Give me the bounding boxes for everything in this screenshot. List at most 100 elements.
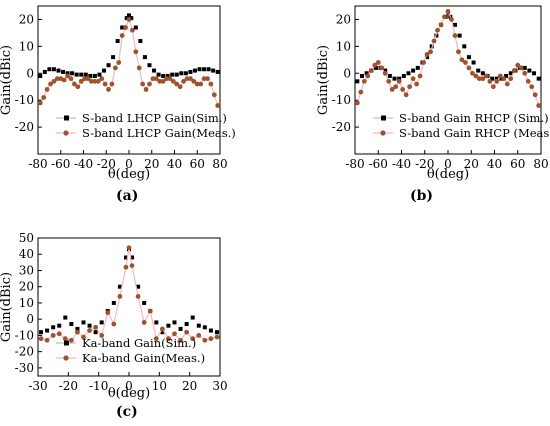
data-point-sim bbox=[115, 38, 120, 43]
data-point-meas bbox=[75, 84, 81, 90]
legend-entry: S-band LHCP Gain(Meas.) bbox=[82, 126, 236, 140]
chart-a: -80 -60 -40 -20 0 20 40 60 80-20-1001020θ(deg)Ga… bbox=[0, 5, 236, 182]
data-point-sim bbox=[123, 255, 128, 260]
data-point-meas bbox=[85, 76, 91, 82]
data-point-sim bbox=[178, 326, 183, 331]
data-point-sim bbox=[81, 320, 86, 325]
y-tick-label: 10 bbox=[19, 39, 34, 53]
data-point-meas bbox=[72, 81, 77, 87]
data-point-meas bbox=[403, 92, 409, 98]
data-point-sim bbox=[106, 63, 111, 68]
x-tick-label: 0 bbox=[444, 157, 452, 171]
data-point-meas bbox=[536, 103, 541, 108]
y-tick-label: 0 bbox=[343, 66, 351, 80]
data-point-meas bbox=[386, 78, 392, 84]
data-point-sim bbox=[165, 73, 170, 78]
data-point-meas bbox=[201, 76, 207, 82]
x-tick-label: 20 bbox=[182, 379, 197, 393]
legend-marker-circle bbox=[380, 130, 386, 136]
data-point-meas bbox=[68, 337, 74, 343]
data-point-meas bbox=[109, 81, 115, 87]
y-tick-label: -20 bbox=[15, 120, 34, 134]
data-point-sim bbox=[397, 76, 402, 81]
data-point-sim bbox=[147, 63, 152, 68]
data-point-sim bbox=[57, 323, 62, 328]
data-point-sim bbox=[214, 330, 219, 335]
data-point-sim bbox=[51, 325, 56, 330]
series-group bbox=[38, 13, 220, 108]
data-point-sim bbox=[160, 330, 165, 335]
data-point-sim bbox=[136, 284, 141, 289]
data-point-meas bbox=[522, 70, 528, 76]
data-point-sim bbox=[38, 73, 43, 78]
y-tick-label: -30 bbox=[15, 361, 34, 375]
x-tick-label: -20 bbox=[97, 157, 116, 171]
data-point-meas bbox=[48, 81, 53, 87]
data-point-sim bbox=[411, 68, 416, 73]
data-point-sim bbox=[97, 72, 102, 77]
data-point-meas bbox=[92, 78, 98, 84]
series-group bbox=[355, 8, 541, 108]
data-point-meas bbox=[208, 81, 214, 87]
data-point-sim bbox=[504, 73, 509, 78]
data-point-meas bbox=[136, 65, 142, 71]
data-point-meas bbox=[102, 81, 108, 87]
y-tick-label: 0 bbox=[26, 66, 34, 80]
x-tick-label: 30 bbox=[212, 379, 227, 393]
data-point-meas bbox=[38, 100, 43, 106]
data-point-sim bbox=[93, 330, 98, 335]
legend-entry: S-band Gain RHCP (Meas.) bbox=[399, 126, 550, 140]
data-point-meas bbox=[143, 87, 149, 92]
data-point-sim bbox=[111, 55, 116, 60]
data-point-sim bbox=[359, 73, 364, 78]
data-point-sim bbox=[476, 68, 481, 73]
data-point-meas bbox=[358, 89, 364, 95]
data-point-meas bbox=[470, 70, 475, 76]
data-point-meas bbox=[99, 76, 105, 82]
data-point-meas bbox=[174, 81, 180, 87]
legend-entry: S-band Gain RHCP (Sim.) bbox=[399, 111, 549, 125]
data-point-sim bbox=[61, 69, 66, 74]
y-axis-label: Gain(dBic) bbox=[316, 45, 331, 115]
data-point-sim bbox=[130, 255, 135, 260]
data-point-sim bbox=[188, 69, 193, 74]
data-point-meas bbox=[178, 337, 183, 343]
data-point-sim bbox=[392, 76, 397, 81]
data-point-meas bbox=[68, 76, 74, 82]
x-tick-label: -40 bbox=[392, 157, 411, 171]
x-tick-label: -30 bbox=[28, 379, 47, 393]
x-axis-label: θ(deg) bbox=[108, 167, 150, 182]
data-point-meas bbox=[99, 333, 105, 338]
x-tick-label: 0 bbox=[125, 379, 133, 393]
data-point-meas bbox=[159, 326, 165, 332]
data-point-sim bbox=[99, 320, 104, 325]
series-line-meas bbox=[40, 247, 218, 342]
data-point-meas bbox=[119, 33, 125, 38]
data-point-sim bbox=[466, 55, 471, 60]
data-point-sim bbox=[42, 69, 47, 74]
y-tick-label: 30 bbox=[19, 263, 34, 277]
data-point-meas bbox=[511, 68, 517, 73]
chart-c: -30 -20 -10 0 10 20 30 -30 -20 -10 0 10 20 30 40 50 θ(de… bbox=[0, 231, 228, 401]
data-point-meas bbox=[61, 77, 67, 83]
y-axis-label: Gain(dBic) bbox=[0, 45, 14, 115]
data-point-sim bbox=[184, 322, 189, 327]
data-point-meas bbox=[177, 84, 183, 90]
legend-entry: Ka-band Gain(Meas.) bbox=[82, 351, 205, 365]
data-point-meas bbox=[147, 308, 153, 314]
data-point-meas bbox=[166, 336, 171, 342]
data-point-sim bbox=[215, 69, 220, 74]
data-point-sim bbox=[457, 33, 462, 38]
data-point-sim bbox=[133, 25, 138, 30]
data-point-meas bbox=[449, 17, 454, 22]
series-line-meas bbox=[39, 17, 219, 106]
data-point-sim bbox=[172, 320, 177, 325]
x-tick-label: -80 bbox=[345, 157, 364, 171]
data-point-meas bbox=[126, 245, 132, 251]
data-point-meas bbox=[153, 336, 159, 342]
data-point-meas bbox=[368, 68, 374, 73]
data-point-meas bbox=[501, 76, 507, 82]
x-tick-label: 80 bbox=[212, 157, 227, 171]
data-point-meas bbox=[38, 336, 44, 342]
data-point-meas bbox=[389, 87, 395, 92]
